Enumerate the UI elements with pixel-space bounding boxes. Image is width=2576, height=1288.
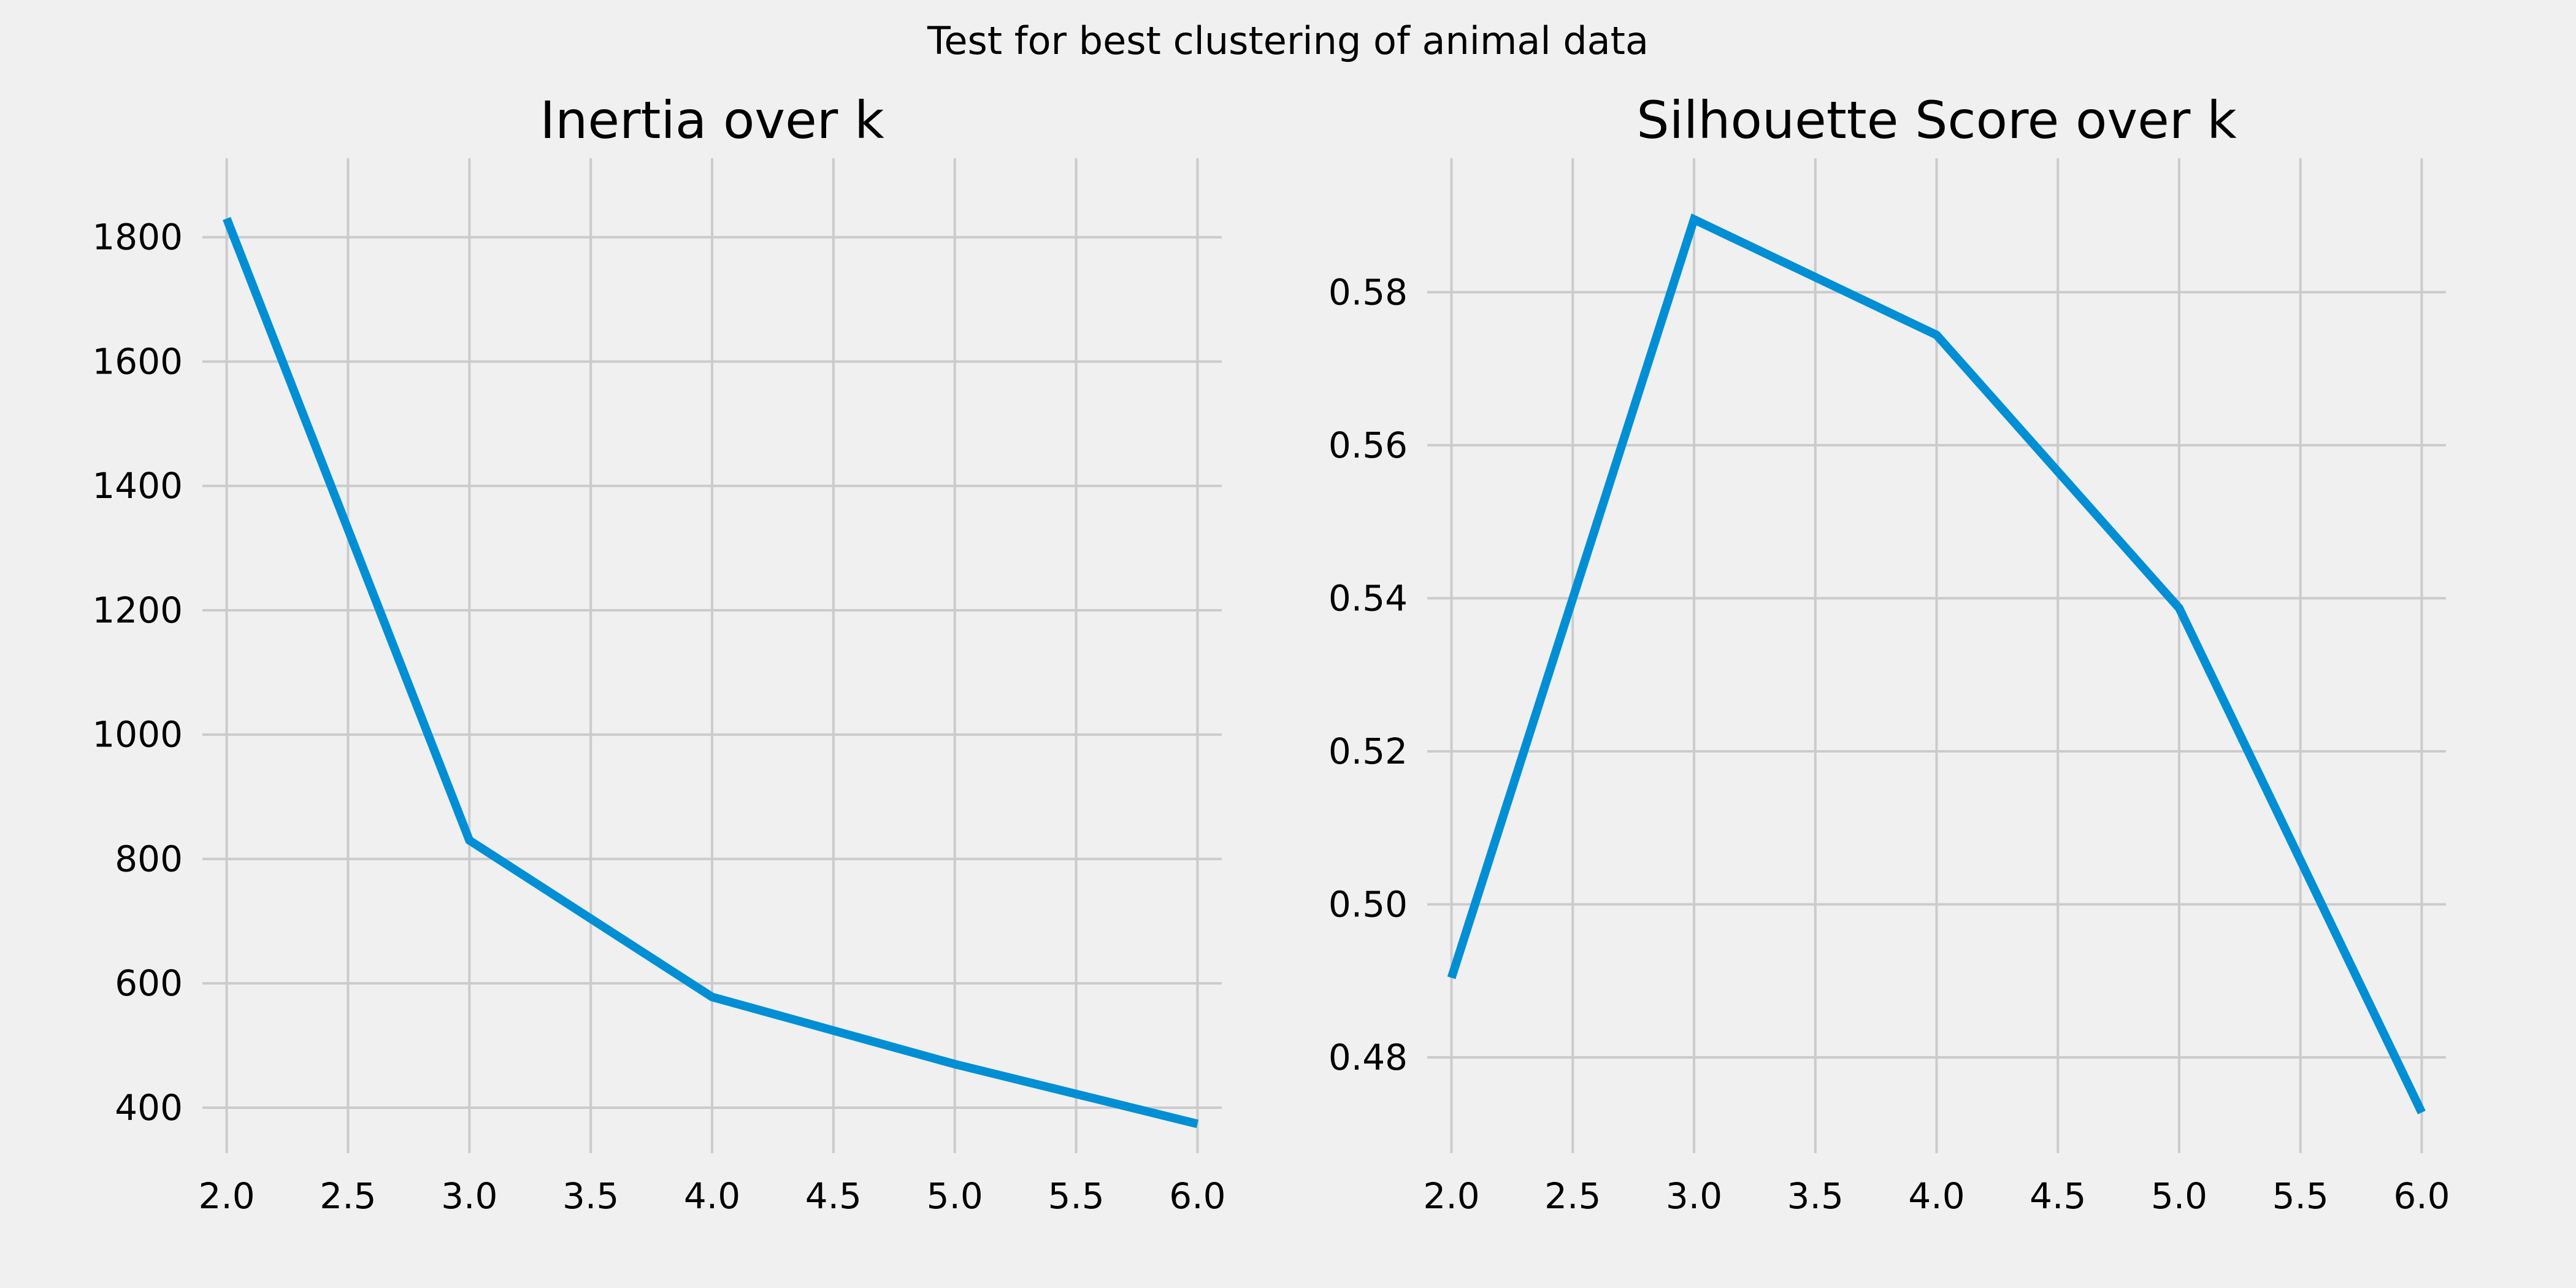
silhouette-x-tick-label: 2.5	[1544, 1175, 1601, 1217]
silhouette-x-tick-label: 4.5	[2030, 1175, 2086, 1217]
inertia-x-tick-label: 5.5	[1048, 1175, 1104, 1217]
silhouette-x-tick-label: 3.5	[1787, 1175, 1844, 1217]
silhouette-x-tick-label: 2.0	[1423, 1175, 1479, 1217]
inertia-y-tick-label: 1600	[92, 340, 183, 382]
inertia-x-tick-label: 2.5	[320, 1175, 376, 1217]
silhouette-y-tick-label: 0.54	[1328, 577, 1408, 619]
inertia-x-tick-label: 3.0	[441, 1175, 497, 1217]
silhouette-y-tick-label: 0.58	[1328, 271, 1408, 313]
inertia-x-tick-label: 2.0	[198, 1175, 255, 1217]
silhouette-y-tick-label: 0.50	[1328, 884, 1408, 926]
silhouette-x-tick-label: 3.0	[1666, 1175, 1722, 1217]
silhouette-y-tick-label: 0.48	[1328, 1037, 1408, 1078]
silhouette-series-line	[1447, 213, 2426, 1114]
inertia-x-tick-label: 5.0	[927, 1175, 983, 1217]
silhouette-y-tick-label: 0.56	[1328, 424, 1408, 466]
silhouette-y-tick-label: 0.52	[1328, 730, 1408, 772]
inertia-y-tick-label: 400	[115, 1087, 183, 1129]
silhouette-chart-title: Silhouette Score over k	[1636, 90, 2237, 150]
inertia-x-tick-label: 6.0	[1169, 1175, 1225, 1217]
inertia-chart-title: Inertia over k	[540, 90, 884, 150]
figure-suptitle: Test for best clustering of animal data	[927, 18, 1649, 63]
silhouette-chart: 2.0 2.5 3.0 3.5 4.0 4.5 5.0 5.5 6.0 0.48 0.50 0.52 0…	[1328, 90, 2450, 1217]
inertia-x-tick-label: 4.0	[684, 1175, 740, 1217]
inertia-chart: 2.0 2.5 3.0 3.5 4.0 4.5 5.0 5.5 6.0 400 600 800 1000…	[92, 90, 1225, 1217]
inertia-x-tick-label: 3.5	[562, 1175, 619, 1217]
inertia-y-tick-label: 1000	[92, 714, 183, 756]
inertia-y-tick-label: 1800	[92, 217, 183, 258]
silhouette-x-tick-label: 5.5	[2272, 1175, 2329, 1217]
inertia-y-tick-label: 800	[115, 838, 183, 880]
inertia-series-line	[223, 217, 1199, 1129]
inertia-x-tick-label: 4.5	[805, 1175, 862, 1217]
silhouette-x-tick-label: 6.0	[2393, 1175, 2450, 1217]
silhouette-x-tick-label: 4.0	[1908, 1175, 1965, 1217]
inertia-y-tick-label: 600	[115, 962, 183, 1004]
inertia-y-tick-label: 1400	[92, 465, 183, 507]
inertia-y-tick-label: 1200	[92, 589, 183, 631]
silhouette-x-tick-label: 5.0	[2151, 1175, 2207, 1217]
